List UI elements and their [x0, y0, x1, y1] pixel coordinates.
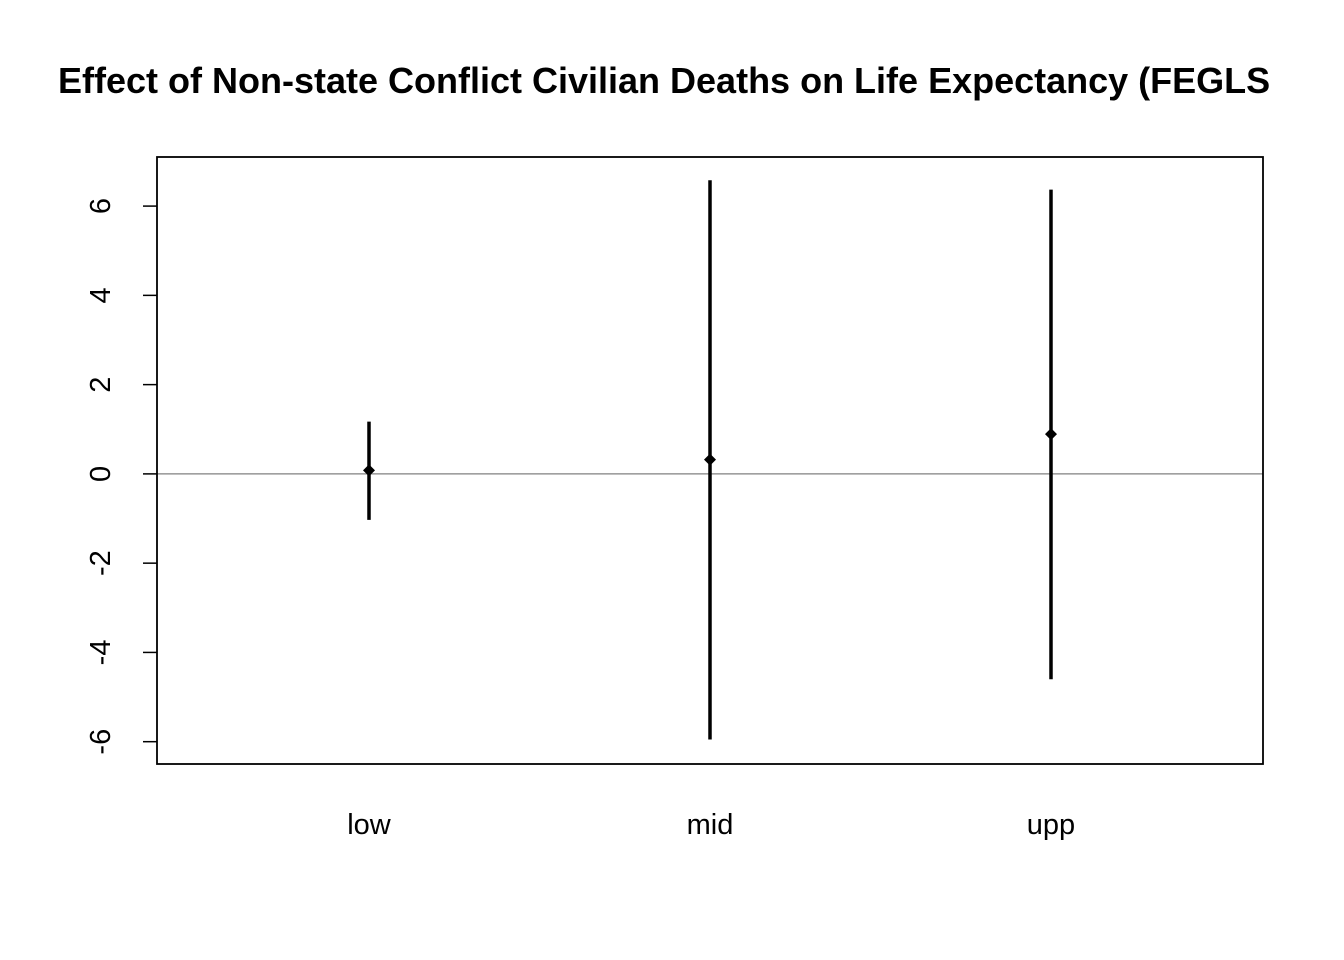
y-tick-label: 2 — [85, 377, 117, 393]
plot-area: -6 -4 -2 0 2 4 6 low mid upp — [85, 156, 1264, 841]
y-tick-label: 4 — [85, 287, 117, 303]
x-tick-label-mid: mid — [687, 809, 734, 841]
point-estimate-mid — [704, 453, 716, 466]
y-tick-label: -4 — [85, 640, 117, 666]
x-tick-label-low: low — [347, 809, 392, 841]
y-tick-label: -6 — [85, 729, 117, 755]
plot-frame — [156, 156, 1264, 765]
x-tick-label-upp: upp — [1027, 809, 1075, 841]
chart-title: Effect of Non-state Conflict Civilian De… — [58, 60, 1270, 101]
point-estimate-upp — [1045, 428, 1057, 441]
y-tick-label: 0 — [85, 466, 117, 482]
y-tick-label: -2 — [85, 550, 117, 576]
y-tick-label: 6 — [85, 198, 117, 214]
point-estimate-low — [363, 464, 375, 477]
